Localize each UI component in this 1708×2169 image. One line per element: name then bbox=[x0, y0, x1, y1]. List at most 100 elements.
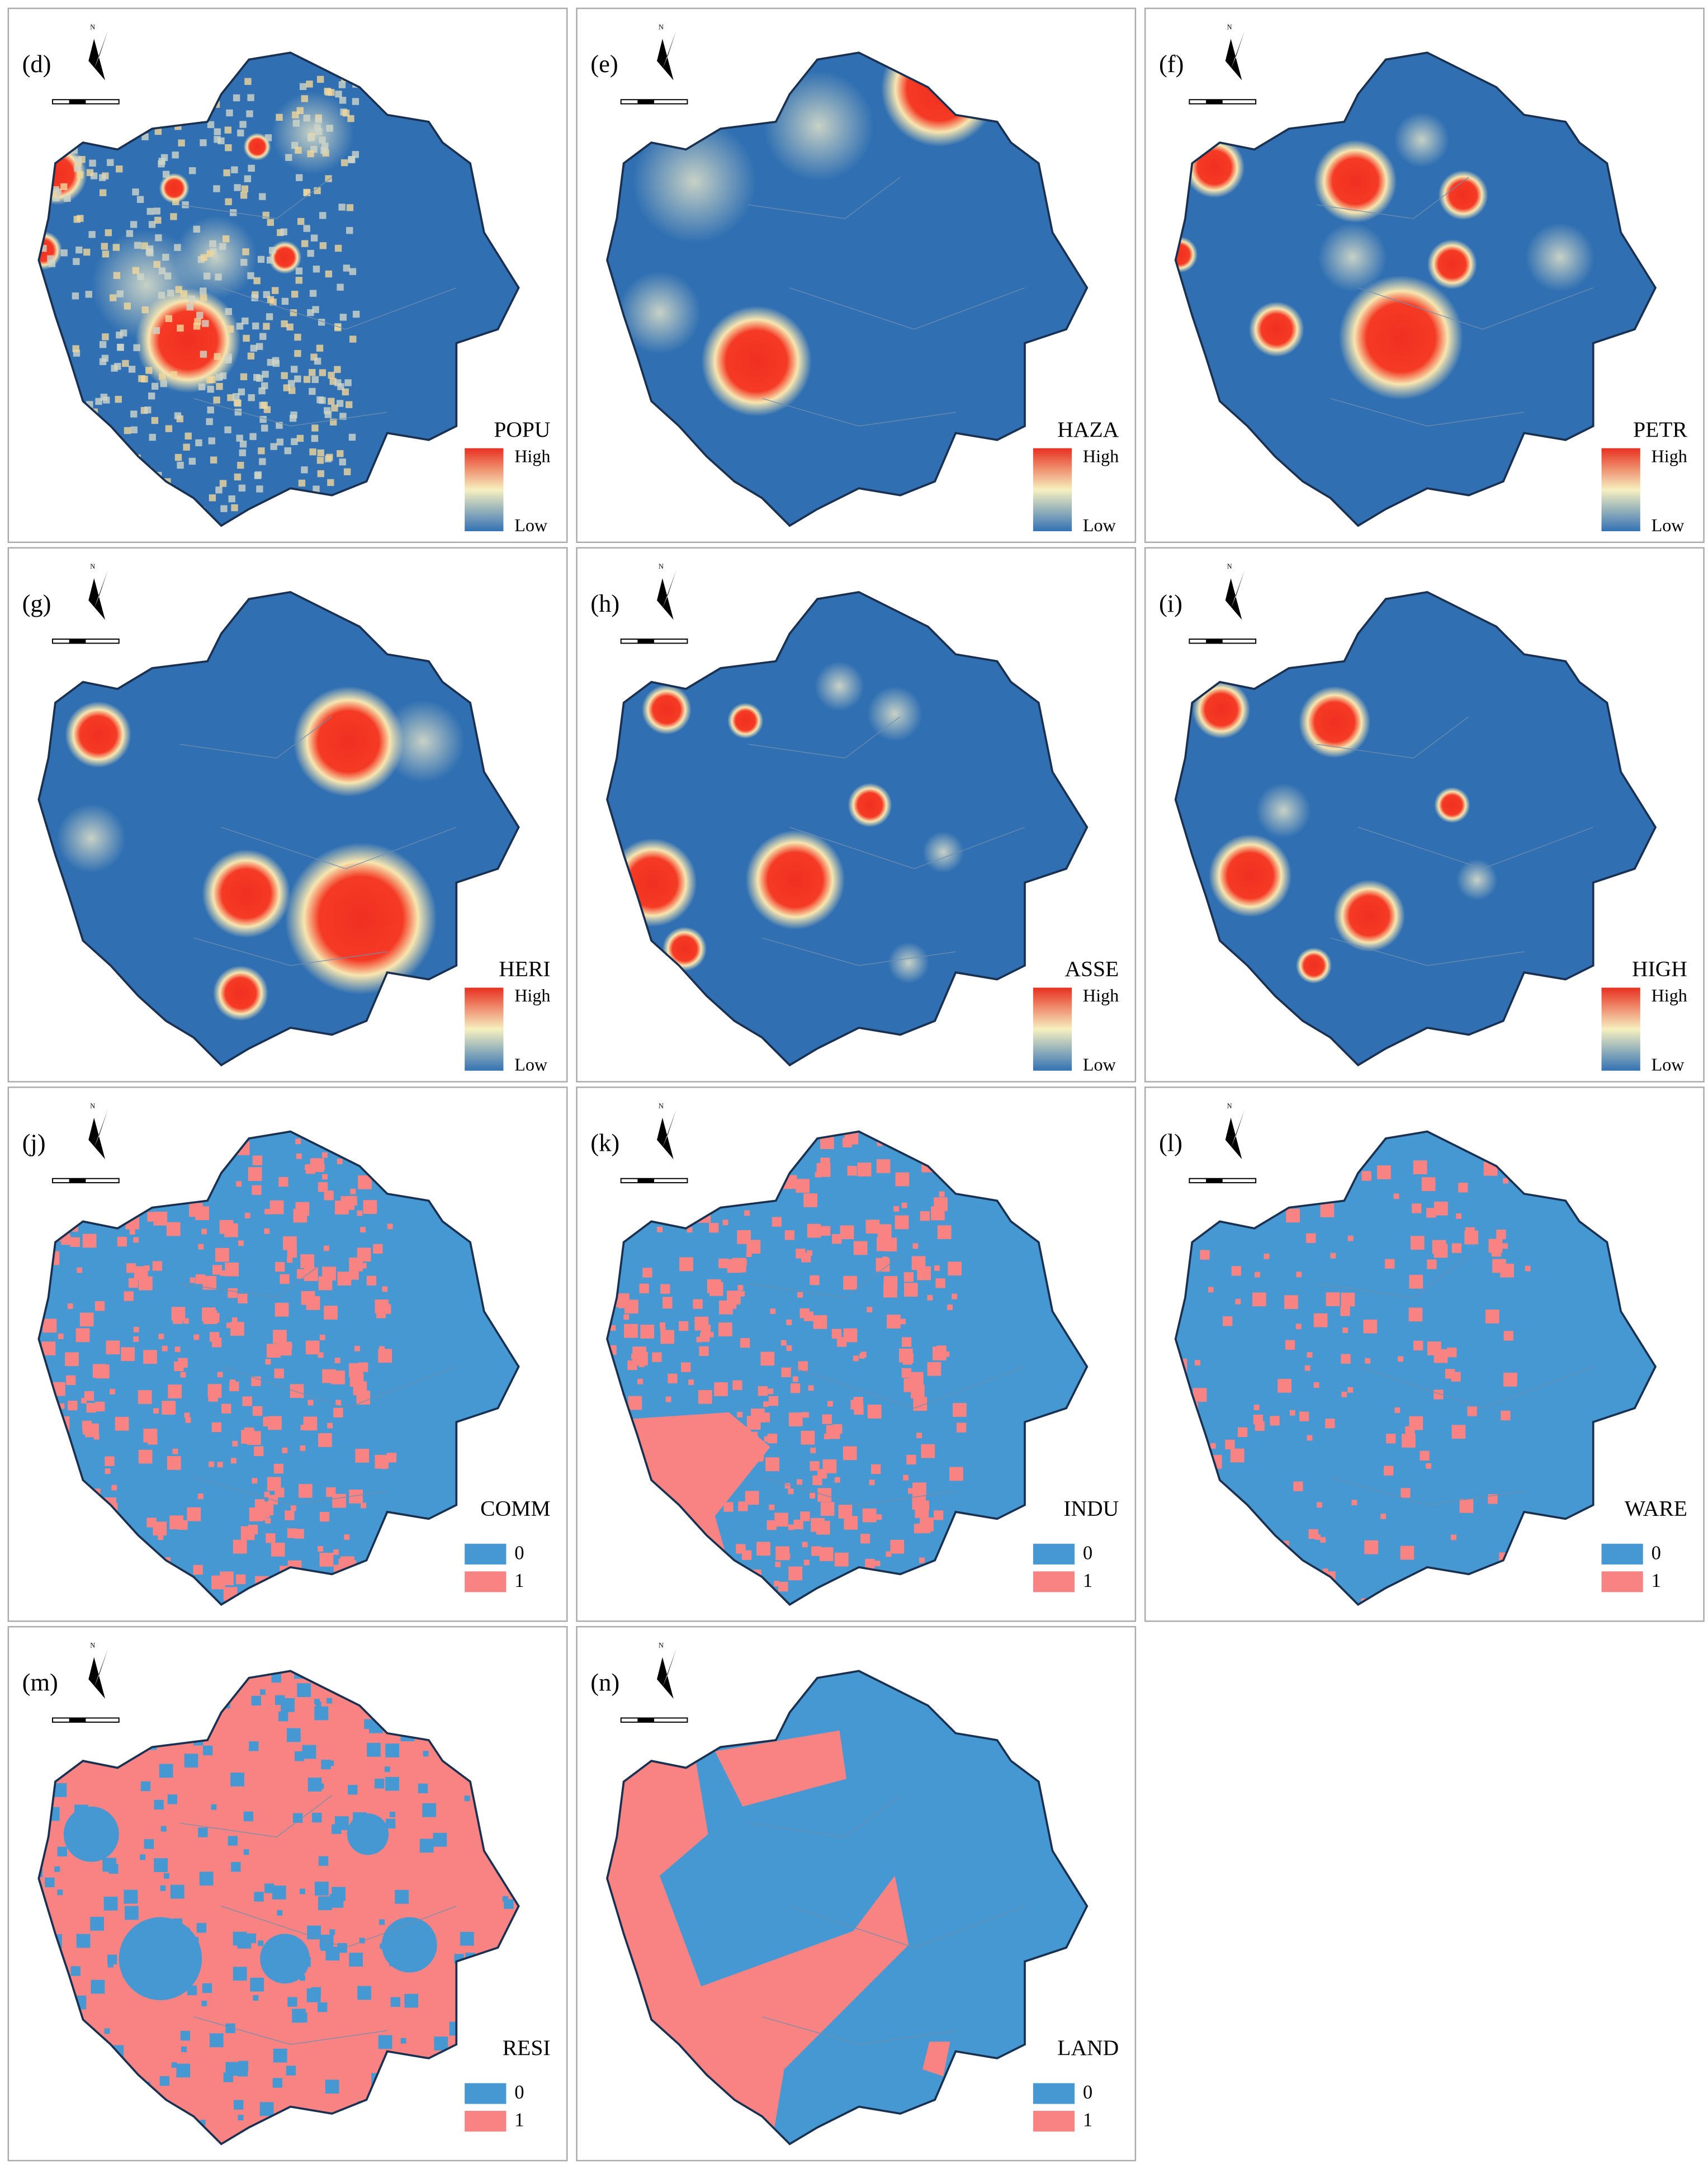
pixel bbox=[204, 272, 211, 280]
pixel bbox=[220, 1270, 226, 1276]
pixel bbox=[337, 1272, 352, 1286]
pixel bbox=[820, 1226, 831, 1236]
pixel bbox=[198, 1244, 204, 1250]
pixel bbox=[129, 1229, 135, 1235]
legend-low: Low bbox=[514, 1055, 548, 1075]
pixel bbox=[246, 1933, 257, 1944]
pixel bbox=[273, 1463, 283, 1474]
pixel bbox=[895, 1172, 910, 1187]
pixel bbox=[774, 1581, 780, 1587]
pixel bbox=[160, 380, 167, 388]
legend-one: 1 bbox=[1083, 1570, 1092, 1591]
hotspot bbox=[202, 849, 291, 938]
pixel bbox=[912, 1482, 926, 1496]
pixel bbox=[847, 1166, 857, 1176]
pixel bbox=[269, 1200, 284, 1215]
pixel bbox=[325, 1946, 340, 1961]
pixel bbox=[187, 1985, 197, 1996]
pixel bbox=[657, 1226, 663, 1232]
panel-label: (n) bbox=[590, 1668, 619, 1696]
pixel bbox=[253, 277, 261, 285]
pixel bbox=[708, 1331, 714, 1338]
pixel bbox=[346, 204, 354, 211]
district-lines bbox=[748, 1255, 1025, 1506]
boundary bbox=[37, 1670, 520, 2146]
pale-zone bbox=[381, 700, 465, 783]
pixel bbox=[935, 1278, 945, 1288]
pixel bbox=[464, 1795, 470, 1802]
pixel bbox=[1341, 1391, 1347, 1397]
pixel bbox=[843, 1446, 857, 1461]
pixel bbox=[1285, 1340, 1295, 1350]
pixel bbox=[196, 311, 204, 319]
pixel bbox=[775, 1546, 789, 1561]
layer-name: WARE bbox=[1625, 1496, 1687, 1520]
pixel bbox=[750, 1409, 765, 1423]
pixel bbox=[1255, 1421, 1265, 1431]
pixel bbox=[104, 2028, 110, 2034]
pixel bbox=[301, 466, 308, 474]
pixel bbox=[215, 486, 223, 494]
hotspot bbox=[641, 684, 692, 735]
pixel bbox=[763, 1401, 769, 1407]
pixel bbox=[138, 1449, 153, 1464]
pixel bbox=[259, 415, 267, 423]
pixel bbox=[1252, 1292, 1266, 1307]
pixel bbox=[1340, 1306, 1350, 1316]
pixel bbox=[186, 303, 194, 311]
pixel bbox=[225, 2062, 240, 2076]
pixel bbox=[328, 371, 335, 379]
pixel bbox=[95, 1401, 105, 1412]
pixel bbox=[310, 234, 318, 242]
pixel bbox=[788, 1412, 803, 1426]
pixel bbox=[211, 1575, 225, 1590]
pixel bbox=[1398, 1356, 1404, 1362]
pixel bbox=[317, 470, 324, 478]
pixel bbox=[274, 1368, 284, 1378]
pixel bbox=[172, 198, 179, 205]
north-arrow bbox=[88, 570, 108, 620]
pixel bbox=[162, 1401, 176, 1415]
pixel bbox=[775, 1561, 781, 1567]
pixel bbox=[302, 1745, 316, 1759]
pixel bbox=[170, 213, 177, 220]
pixel bbox=[334, 244, 342, 252]
pixel bbox=[1193, 1388, 1207, 1402]
pixel bbox=[354, 1345, 360, 1352]
pixel bbox=[200, 351, 207, 358]
pixel bbox=[915, 1504, 929, 1518]
pixel bbox=[230, 1773, 244, 1787]
pixel bbox=[295, 1138, 301, 1145]
boundary bbox=[37, 51, 520, 527]
pixel bbox=[784, 1230, 794, 1240]
pixel bbox=[1289, 1410, 1295, 1416]
pixel bbox=[816, 1520, 830, 1535]
pixel bbox=[281, 297, 289, 305]
pixel bbox=[193, 1939, 199, 1945]
hotspot bbox=[1434, 787, 1470, 823]
pixel bbox=[132, 188, 139, 196]
pixel bbox=[92, 1364, 107, 1378]
pixel bbox=[1383, 1466, 1394, 1476]
pixel bbox=[264, 134, 272, 141]
pixel bbox=[798, 1361, 808, 1371]
pixel bbox=[270, 443, 277, 450]
pixel bbox=[1502, 1243, 1508, 1249]
pixel bbox=[219, 480, 227, 487]
pixel bbox=[1503, 1178, 1509, 1184]
pixel bbox=[294, 375, 301, 382]
pixel bbox=[303, 115, 310, 122]
pixel bbox=[153, 1408, 159, 1414]
pixel bbox=[75, 1328, 90, 1343]
hotspot bbox=[268, 240, 302, 274]
pixel bbox=[1306, 1233, 1316, 1243]
pixel bbox=[703, 1477, 718, 1491]
pixel bbox=[1501, 1410, 1511, 1421]
pixel bbox=[287, 1955, 298, 1966]
pixel bbox=[75, 246, 83, 254]
scale-bar-fill bbox=[69, 1178, 86, 1183]
pixel bbox=[1325, 1418, 1335, 1429]
pixel bbox=[140, 1781, 151, 1792]
pixel bbox=[273, 1330, 287, 1344]
pixel bbox=[774, 1513, 788, 1527]
